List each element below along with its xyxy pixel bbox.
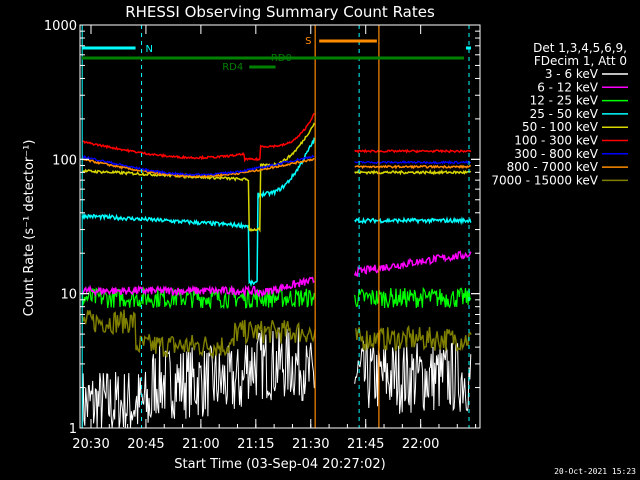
legend-label-4: 50 - 100 keV (522, 120, 599, 134)
legend-label-0: 3 - 6 keV (545, 67, 599, 81)
x-tick-label: 22:00 (402, 437, 439, 452)
y-tick-label: 100 (52, 153, 77, 168)
legend-label-5: 100 - 300 keV (514, 134, 598, 148)
y-tick-label: 1000 (44, 19, 77, 34)
series-6-line (81, 154, 471, 177)
x-tick-label: 21:45 (347, 437, 384, 452)
x-tick-label: 21:00 (182, 437, 219, 452)
legend-label-7: 800 - 7000 keV (507, 160, 599, 174)
series-0-line (81, 327, 472, 429)
timestamp: 20-Oct-2021 15:23 (554, 467, 636, 476)
y-tick-label: 1 (69, 422, 77, 437)
plot-axes: 1 10 100 1000 20:30 20:45 21:00 21:15 21:30 21:45… (44, 19, 481, 452)
annotation-rd0: RD0 (271, 53, 292, 64)
legend: Det 1,3,4,5,6,9, FDecim 1, Att 0 3 - 6 k… (491, 41, 628, 187)
plot-frame (79, 24, 481, 429)
y-axis-label: Count Rate (s⁻¹ detector⁻¹) (22, 140, 37, 317)
x-tick-label: 20:45 (127, 437, 164, 452)
series-8-line (81, 309, 472, 360)
series-7-line (81, 157, 471, 179)
legend-label-3: 25 - 50 keV (530, 107, 599, 121)
series-5-line (81, 112, 472, 163)
legend-header-line-2: FDecim 1, Att 0 (534, 54, 627, 68)
x-tick-label: 20:30 (72, 437, 109, 452)
legend-header-line-1: Det 1,3,4,5,6,9, (533, 41, 627, 55)
annotation-n: N (146, 44, 153, 55)
x-tick-label: 21:15 (237, 437, 274, 452)
series-3-line (81, 137, 472, 288)
annotation-s: S (305, 36, 311, 47)
x-axis-label: Start Time (03-Sep-04 20:27:02) (174, 457, 385, 472)
x-tick-label: 21:30 (292, 437, 329, 452)
annotation-rd4: RD4 (222, 62, 243, 73)
legend-label-6: 300 - 800 keV (514, 147, 598, 161)
series-1-line (81, 250, 472, 298)
chart-title: RHESSI Observing Summary Count Rates (125, 3, 435, 21)
legend-label-1: 6 - 12 keV (537, 80, 599, 94)
legend-label-8: 7000 - 15000 keV (491, 173, 598, 187)
plot-area: N S RD0 RD4 (81, 25, 472, 429)
y-tick-label: 10 (60, 288, 77, 303)
legend-label-2: 12 - 25 keV (530, 94, 599, 108)
